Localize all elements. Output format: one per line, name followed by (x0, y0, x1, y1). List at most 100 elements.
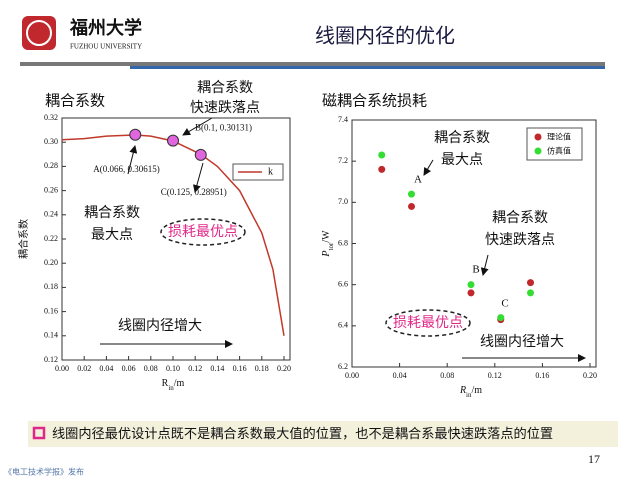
axis-label: Ptor/W (321, 230, 334, 258)
x-tick-label: 0.08 (440, 371, 454, 380)
y-tick-label: 0.14 (44, 331, 58, 340)
axis-label-part: /m (174, 378, 185, 389)
axis-label-part: in (168, 384, 174, 392)
y-axis-label: 耦合系数 (17, 219, 30, 259)
legend-swatch (534, 147, 542, 155)
arrow (423, 159, 434, 176)
annotation: 最大点 (441, 152, 483, 168)
axis-label-part: R (459, 385, 466, 396)
x-tick-label: 0.06 (122, 364, 136, 373)
x-tick-label: 0.10 (166, 364, 180, 373)
point-letter: C (501, 298, 508, 310)
axis-label-part: /W (321, 230, 332, 243)
slide-title: 线圈内径的优化 (315, 24, 455, 48)
y-tick-label: 0.30 (44, 137, 58, 146)
data-point (378, 165, 386, 173)
annotation: 耦合系数 (84, 205, 140, 221)
highlight-ellipse (160, 218, 246, 246)
data-line (61, 134, 285, 336)
data-point (378, 151, 386, 159)
x-tick-label: 0.16 (233, 364, 247, 373)
axis-label-part: tor (327, 242, 335, 250)
annotation: 线圈内径增大 (118, 318, 202, 334)
data-point (467, 289, 475, 297)
x-tick-label: 0.08 (144, 364, 158, 373)
x-tick-label: 0.00 (55, 364, 69, 373)
x-tick-label: 0.16 (535, 371, 549, 380)
y-tick-label: 6.4 (338, 321, 348, 330)
arrow (182, 117, 213, 136)
y-tick-label: 0.18 (44, 282, 58, 291)
x-tick-label: 0.00 (345, 371, 359, 380)
legend-label: 理论值 (547, 132, 571, 142)
point-label: A(0.066, 0.30615) (93, 164, 160, 174)
axis-label-part: /m (472, 385, 483, 396)
arrow (480, 254, 489, 276)
header-bar (20, 62, 605, 66)
logo-cn: 福州大学 (69, 17, 142, 39)
point-letter: A (414, 174, 422, 186)
y-tick-label: 0.28 (44, 161, 58, 170)
legend-label: 仿真值 (547, 146, 571, 156)
x-tick-label: 0.12 (188, 364, 202, 373)
plots: 0.00 0.02 0.04 0.06 0.08 0.10 0.12 0.14 0.16 0.18… (17, 113, 597, 399)
y-tick-label: 6.6 (338, 279, 348, 288)
x-tick-label: 0.20 (583, 371, 597, 380)
x-tick-label: 0.20 (277, 364, 291, 373)
data-point (497, 314, 505, 322)
y-tick-label: 0.22 (44, 234, 58, 243)
y-tick-label: 0.16 (44, 306, 58, 315)
y-tick-label: 6.8 (338, 238, 348, 247)
legend-swatch (534, 133, 542, 141)
x-tick-label: 0.04 (393, 371, 407, 380)
y-tick-label: 7.2 (338, 156, 348, 165)
annotation: 最大点 (91, 227, 133, 243)
axis-label: Rin/m (162, 378, 185, 391)
source: 《电工技术学报》发布 (4, 467, 84, 477)
y-tick-label: 0.32 (44, 113, 58, 122)
y-tick-label: 0.24 (44, 210, 58, 219)
chart-heading: 磁耦合系统损耗 (322, 92, 427, 110)
key-point (167, 134, 179, 147)
annotation: 耦合系数 (434, 130, 490, 146)
data-point (467, 281, 475, 289)
point-label: B(0.1, 0.30131) (195, 123, 252, 133)
annotation: 损耗最优点 (393, 315, 463, 331)
data-point (527, 289, 534, 297)
legend-box (526, 127, 583, 161)
y-tick-label: 6.2 (338, 362, 348, 371)
y-tick-label: 0.20 (44, 258, 58, 267)
point-letter: B (472, 264, 479, 276)
arrow (193, 162, 204, 193)
bullet-text: 线圈内径最优设计点既不是耦合系数最大值的位置，也不是耦合系最快速跌落点的位置 (52, 426, 553, 442)
logo-en: FUZHOU UNIVERSITY (70, 43, 142, 51)
x-tick-label: 0.04 (99, 364, 113, 373)
x-tick-label: 0.14 (210, 364, 224, 373)
y-tick-label: 0.26 (44, 185, 58, 194)
x-tick-label: 0.02 (77, 364, 91, 373)
y-tick-label: 7.4 (338, 115, 348, 124)
axis-label-part: in (466, 391, 472, 399)
x-tick-label: 0.18 (255, 364, 269, 373)
key-point (129, 128, 142, 141)
y-tick-label: 7.0 (338, 197, 348, 206)
point-label: C(0.125, 0.28951) (161, 187, 227, 197)
data-point (408, 190, 415, 198)
arrow (127, 145, 138, 175)
bullet-box (28, 421, 618, 447)
data-point (527, 279, 534, 287)
chart-heading: 耦合系数 (45, 92, 105, 110)
annotation: 线圈内径增大 (480, 334, 564, 350)
logo-ring (26, 20, 52, 46)
header-bar-blue (130, 66, 605, 69)
x-tick-label: 0.12 (488, 371, 502, 380)
data-point (408, 202, 415, 210)
legend-label: k (268, 166, 273, 177)
annotation: 快速跌落点 (190, 100, 260, 116)
axis-label-part: R (162, 378, 169, 389)
annotation: 损耗最优点 (168, 224, 238, 240)
axis-label: Rin/m (459, 385, 482, 398)
annotation: 耦合系数 (197, 80, 253, 96)
